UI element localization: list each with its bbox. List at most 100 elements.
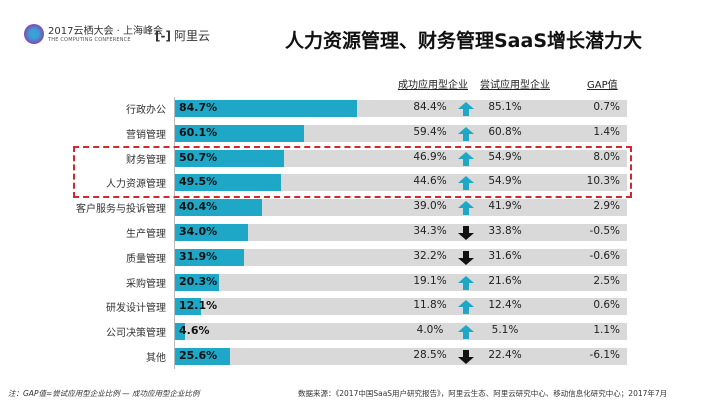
bar-value: 40.4% xyxy=(179,200,218,214)
bar-value: 60.1% xyxy=(179,125,218,139)
highlight-box xyxy=(73,146,632,198)
arrow-down-icon xyxy=(458,226,474,240)
category-label: 其他 xyxy=(146,353,166,364)
bar-track xyxy=(175,149,627,167)
trial-value: 5.1% xyxy=(491,324,519,337)
bar-value: 49.5% xyxy=(179,175,218,189)
table-row: 财务管理 50.7% 46.9% 54.9% 8.0% xyxy=(0,149,720,167)
trial-value: 85.1% xyxy=(488,101,522,113)
arrow-up-icon xyxy=(458,126,474,141)
header-gap: GAP值 xyxy=(587,80,618,91)
gap-value: 10.3% xyxy=(586,175,620,188)
bar-track xyxy=(175,348,627,365)
success-value: 28.5% xyxy=(413,349,447,361)
table-row: 行政办公 84.7% 84.4% 85.1% 0.7% xyxy=(0,100,720,117)
arrow-down-icon xyxy=(458,350,474,364)
bar xyxy=(175,124,305,142)
bar-track xyxy=(175,323,627,341)
success-value: 46.9% xyxy=(413,150,447,163)
arrow-down-icon xyxy=(458,250,474,265)
bar-value: 84.7% xyxy=(179,101,218,114)
arrow-up-icon xyxy=(458,151,474,166)
conference-name: 2017云栖大会 · 上海峰会 xyxy=(48,25,163,37)
bar-track xyxy=(175,199,627,217)
bar-track xyxy=(175,224,627,241)
arrow-up-icon xyxy=(458,201,474,216)
gap-value: 0.6% xyxy=(593,299,620,312)
category-label: 采购管理 xyxy=(126,278,166,290)
bar xyxy=(175,348,231,365)
category-label: 质量管理 xyxy=(126,253,166,265)
axis-line xyxy=(174,97,175,369)
category-label: 研发设计管理 xyxy=(106,303,166,315)
trial-value: 12.4% xyxy=(488,299,522,312)
table-row: 研发设计管理 12.1% 11.8% 12.4% 0.6% xyxy=(0,298,720,316)
gap-value: -0.6% xyxy=(589,249,620,262)
trial-value: 31.6% xyxy=(488,249,522,262)
gap-value: -6.1% xyxy=(589,349,620,361)
table-row: 质量管理 31.9% 32.2% 31.6% -0.6% xyxy=(0,248,720,266)
trial-value: 60.8% xyxy=(488,125,522,138)
bar xyxy=(175,224,249,241)
bar-track xyxy=(175,248,627,266)
category-label: 生产管理 xyxy=(126,229,166,240)
aliyun-logo: [-] 阿里云 xyxy=(155,27,210,44)
success-value: 4.0% xyxy=(416,324,444,337)
aliyun-logo-icon: [-] xyxy=(155,28,171,43)
success-value: 59.4% xyxy=(413,125,447,138)
bar xyxy=(175,199,262,217)
table-row: 生产管理 34.0% 34.3% 33.8% -0.5% xyxy=(0,224,720,241)
bar-value: 34.0% xyxy=(179,225,218,238)
bar-value: 20.3% xyxy=(179,274,218,288)
aliyun-name: 阿里云 xyxy=(173,29,210,43)
trial-value: 54.9% xyxy=(488,150,522,163)
category-label: 客户服务与投诉管理 xyxy=(76,204,166,216)
data-source: 数据来源：《2017中国SaaS用户研究报告》，阿里云生态、阿里云研究中心、移动… xyxy=(298,389,668,398)
trial-value: 54.9% xyxy=(488,175,522,188)
success-value: 39.0% xyxy=(413,200,447,213)
bar xyxy=(175,273,219,291)
trial-value: 22.4% xyxy=(488,349,522,361)
bar xyxy=(175,248,244,266)
footnote: 注：GAP值=尝试应用型企业比例 — 成功应用型企业比例 xyxy=(8,389,200,398)
bar-track xyxy=(175,298,627,316)
bar-track xyxy=(175,273,627,291)
success-value: 32.2% xyxy=(413,249,447,262)
success-value: 84.4% xyxy=(413,101,447,113)
category-label: 营销管理 xyxy=(126,129,166,141)
gap-value: 0.7% xyxy=(593,101,620,113)
bar-value: 25.6% xyxy=(179,349,218,362)
success-value: 34.3% xyxy=(413,225,447,237)
category-label: 人力资源管理 xyxy=(106,179,166,191)
gap-value: 2.9% xyxy=(593,200,620,213)
trial-value: 21.6% xyxy=(488,274,522,287)
bar-value: 12.1% xyxy=(179,299,218,313)
trial-value: 41.9% xyxy=(488,200,522,213)
bar xyxy=(175,298,201,316)
success-value: 44.6% xyxy=(413,175,447,188)
conference-logo-icon xyxy=(24,24,44,44)
success-value: 19.1% xyxy=(413,274,447,287)
category-label: 公司决策管理 xyxy=(106,328,166,340)
table-row: 采购管理 20.3% 19.1% 21.6% 2.5% xyxy=(0,273,720,291)
conference-logo: 2017云栖大会 · 上海峰会 THE COMPUTING CONFERENCE xyxy=(24,24,163,44)
arrow-up-icon xyxy=(458,176,474,191)
arrow-up-icon xyxy=(458,325,474,340)
arrow-up-icon xyxy=(458,275,474,290)
bar xyxy=(175,174,282,192)
bar-track xyxy=(175,174,627,192)
gap-value: -0.5% xyxy=(589,225,620,237)
bar-value: 50.7% xyxy=(179,150,218,164)
category-label: 财务管理 xyxy=(126,154,166,166)
bar xyxy=(175,149,284,167)
arrow-up-icon xyxy=(458,300,474,315)
table-row: 营销管理 60.1% 59.4% 60.8% 1.4% xyxy=(0,124,720,142)
bar-value: 31.9% xyxy=(179,249,218,263)
header-success: 成功应用型企业 xyxy=(398,80,468,91)
success-value: 11.8% xyxy=(413,299,447,312)
bar xyxy=(175,100,358,117)
gap-value: 1.4% xyxy=(593,125,620,138)
bar-value: 4.6% xyxy=(179,324,210,338)
table-row: 客户服务与投诉管理 40.4% 39.0% 41.9% 2.9% xyxy=(0,199,720,217)
